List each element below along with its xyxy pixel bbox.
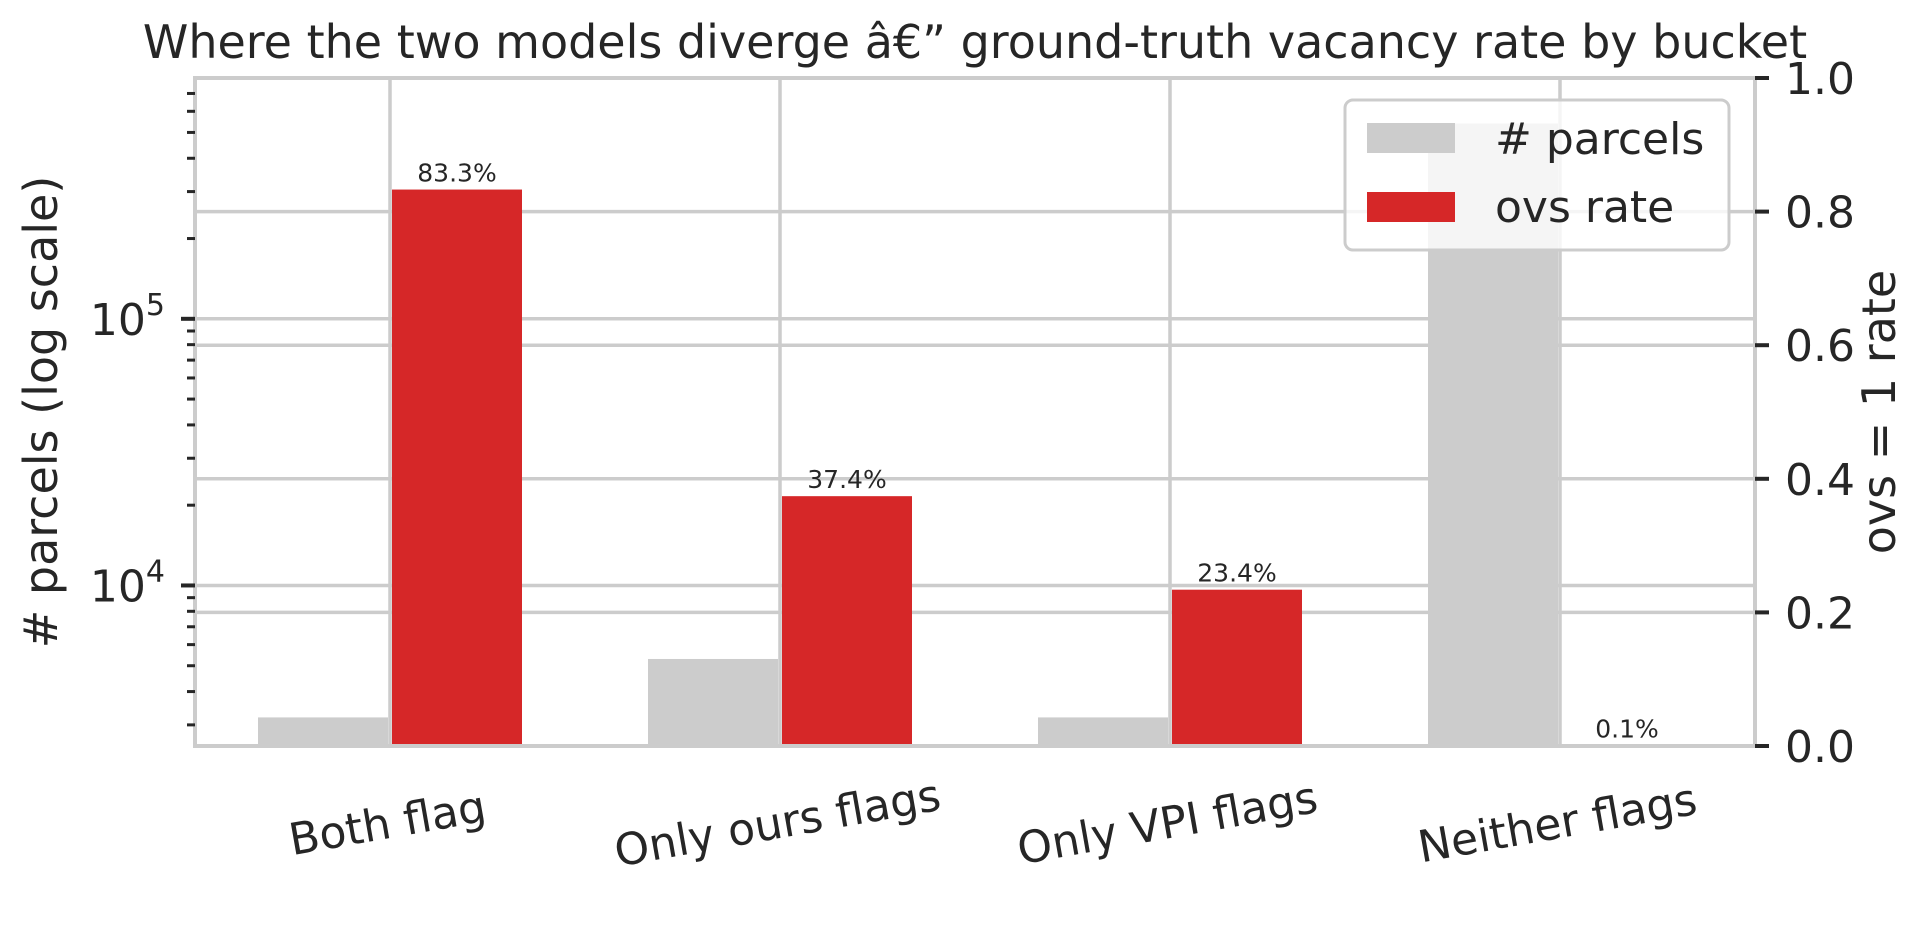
right-axis: 0.0 0.2 0.4 0.6 0.8 1.0	[1755, 54, 1855, 773]
left-axis: 104 105	[90, 91, 195, 727]
legend-label-ovs-rate: ovs rate	[1495, 182, 1674, 233]
x-tick-label-only-vpi-flags: Only VPI flags	[1013, 772, 1321, 875]
legend: # parcels ovs rate	[1343, 98, 1731, 252]
ovs-rate-bar-only-vpi-flags	[1172, 589, 1302, 746]
legend-swatch-ovs-rate	[1367, 192, 1455, 222]
ovs-rate-label-neither-flags: 0.1%	[1595, 714, 1659, 743]
right-tick-label-4: 0.8	[1785, 188, 1855, 239]
parcels-bar-both-flag	[258, 717, 388, 746]
legend-swatch-parcels	[1367, 123, 1455, 153]
right-tick-label-1: 0.2	[1785, 588, 1855, 639]
ovs-rate-bar-both-flag	[392, 189, 522, 746]
left-tick-label-5: 105	[90, 288, 165, 346]
legend-label-parcels: # parcels	[1495, 114, 1704, 165]
ovs-rate-label-both-flag: 83.3%	[417, 159, 496, 188]
ovs-rate-bar-only-ours-flags	[782, 496, 912, 746]
plot-frame	[193, 76, 1757, 748]
left-tick-label-4: 104	[90, 554, 165, 612]
ovs-rate-label-only-vpi-flags: 23.4%	[1197, 559, 1276, 588]
left-axis-label: # parcels (log scale)	[14, 176, 68, 649]
x-tick-label-only-ours-flags: Only ours flags	[611, 770, 945, 878]
parcels-bar-only-ours-flags	[648, 658, 778, 746]
right-axis-label: ovs = 1 rate	[1852, 270, 1906, 554]
right-tick-label-2: 0.4	[1785, 455, 1855, 506]
data-labels: 83.3% 37.4% 23.4% 0.1%	[417, 159, 1658, 744]
right-tick-label-5: 1.0	[1785, 54, 1855, 105]
chart-title: Where the two models diverge â€” ground-…	[143, 15, 1807, 69]
x-tick-label-both-flag: Both flag	[285, 781, 490, 866]
x-axis: Both flag Only ours flags Only VPI flags Ne…	[285, 770, 1701, 878]
right-tick-label-0: 0.0	[1785, 722, 1855, 773]
parcels-bar-only-vpi-flags	[1038, 717, 1168, 746]
ovs-rate-label-only-ours-flags: 37.4%	[807, 465, 886, 494]
x-tick-label-neither-flags: Neither flags	[1414, 774, 1701, 873]
right-tick-label-3: 0.6	[1785, 321, 1855, 372]
